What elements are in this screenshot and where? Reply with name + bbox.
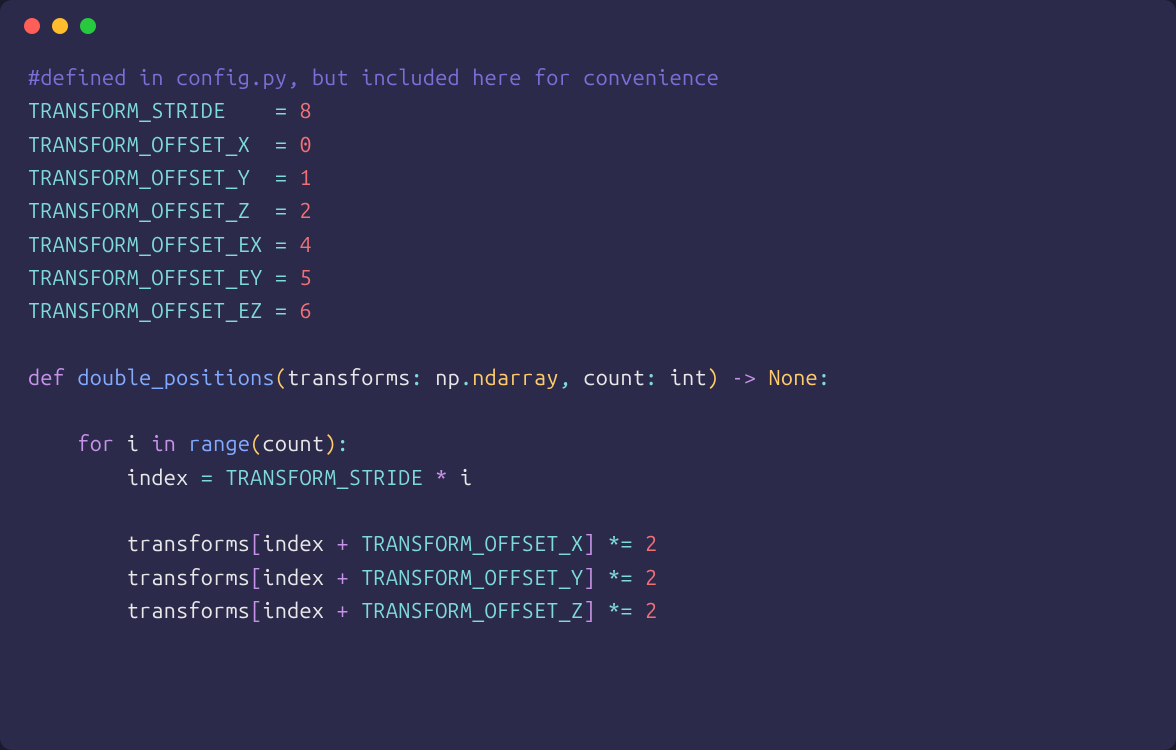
lbracket: [ [250,532,262,556]
colon: : [411,366,423,390]
code-block: #defined in config.py, but included here… [0,44,1176,656]
off-const: TRANSFORM_OFFSET_Z [361,599,583,623]
lparen: ( [250,432,262,456]
type-name: int [670,366,707,390]
param-name: transforms [287,366,410,390]
type-mod: np [435,366,460,390]
kw-def: def [28,366,65,390]
rhs-const: TRANSFORM_STRIDE [225,466,422,490]
eq: = [275,266,287,290]
fn-range: range [188,432,250,456]
indent [28,599,127,623]
eq: = [275,233,287,257]
const-name: TRANSFORM_OFFSET_EY [28,266,275,290]
star: * [435,466,447,490]
eq: = [201,466,213,490]
arr: transforms [127,599,250,623]
rhs-var: i [460,466,472,490]
off-const: TRANSFORM_OFFSET_Y [361,566,583,590]
rbracket: ] [583,566,595,590]
loop-var: i [127,432,139,456]
fn-name: double_positions [77,366,274,390]
val: 2 [645,532,657,556]
lhs: index [127,466,189,490]
plus: + [337,566,349,590]
type-name: ndarray [472,366,558,390]
val: 2 [645,566,657,590]
eq: = [275,199,287,223]
kw-in: in [151,432,176,456]
dot: . [460,366,472,390]
const-val: 8 [300,99,312,123]
plus: + [337,599,349,623]
const-val: 1 [300,166,312,190]
eq: = [275,299,287,323]
const-name: TRANSFORM_OFFSET_Y [28,166,275,190]
rparen: ) [707,366,719,390]
const-val: 4 [300,233,312,257]
const-val: 2 [300,199,312,223]
arr: transforms [127,532,250,556]
const-name: TRANSFORM_OFFSET_Z [28,199,275,223]
idx: index [262,566,324,590]
rbracket: ] [583,532,595,556]
idx: index [262,599,324,623]
rbracket: ] [583,599,595,623]
code-comment: #defined in config.py, but included here… [28,66,719,90]
colon: : [818,366,830,390]
arr: transforms [127,566,250,590]
off-const: TRANSFORM_OFFSET_X [361,532,583,556]
kw-for: for [77,432,114,456]
window-titlebar [0,0,1176,44]
comma: , [559,366,571,390]
indent [28,466,127,490]
indent [28,432,77,456]
const-val: 5 [300,266,312,290]
ret-type: None [769,366,818,390]
arrow: -> [731,366,756,390]
plus: + [337,532,349,556]
colon: : [645,366,657,390]
indent [28,532,127,556]
minimize-icon[interactable] [52,18,68,34]
idx: index [262,532,324,556]
lparen: ( [275,366,287,390]
eq: = [275,133,287,157]
val: 2 [645,599,657,623]
const-name: TRANSFORM_OFFSET_X [28,133,275,157]
eq: = [275,99,287,123]
colon: : [337,432,349,456]
lbracket: [ [250,566,262,590]
close-icon[interactable] [24,18,40,34]
const-val: 0 [300,133,312,157]
const-name: TRANSFORM_STRIDE [28,99,275,123]
zoom-icon[interactable] [80,18,96,34]
param-name: count [583,366,645,390]
rparen: ) [324,432,336,456]
indent [28,566,127,590]
code-window: #defined in config.py, but included here… [0,0,1176,750]
const-name: TRANSFORM_OFFSET_EX [28,233,275,257]
op: *= [608,532,633,556]
op: *= [608,566,633,590]
op: *= [608,599,633,623]
eq: = [275,166,287,190]
lbracket: [ [250,599,262,623]
const-val: 6 [300,299,312,323]
const-name: TRANSFORM_OFFSET_EZ [28,299,275,323]
arg: count [263,432,325,456]
